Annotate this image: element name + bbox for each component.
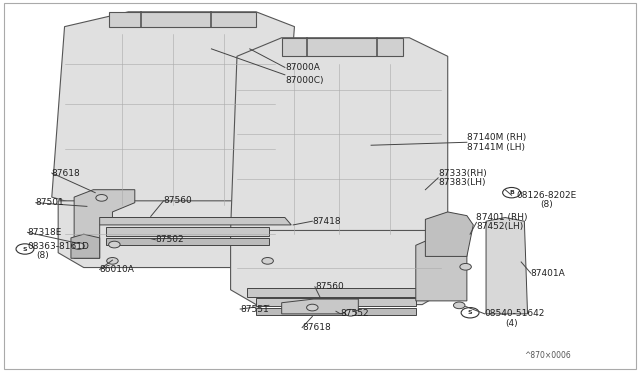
Circle shape [73,243,84,249]
Polygon shape [230,231,448,305]
Circle shape [307,304,318,311]
Text: 87401 (RH): 87401 (RH) [476,213,528,222]
Text: 87551: 87551 [240,305,269,314]
Circle shape [454,302,465,309]
Text: 87401A: 87401A [531,269,566,278]
Circle shape [460,263,471,270]
Polygon shape [282,299,358,314]
Polygon shape [71,234,100,258]
Text: S: S [22,247,28,251]
Polygon shape [93,218,291,225]
Circle shape [345,310,356,316]
Text: 87618: 87618 [302,323,331,332]
Text: 87383(LH): 87383(LH) [438,178,486,187]
Polygon shape [246,288,438,297]
Text: 87333(RH): 87333(RH) [438,169,487,177]
Polygon shape [230,38,448,241]
Text: 87501: 87501 [36,198,65,207]
Text: 87618: 87618 [52,169,81,177]
Text: 86010A: 86010A [100,265,134,274]
Text: 87000C): 87000C) [285,76,323,85]
Text: 87141M (LH): 87141M (LH) [467,142,525,151]
Polygon shape [74,190,135,258]
Text: ^870×0006: ^870×0006 [524,351,571,360]
Circle shape [262,257,273,264]
Text: 87452(LH): 87452(LH) [476,222,524,231]
Circle shape [109,241,120,248]
Text: (8): (8) [540,200,553,209]
Text: 08126-8202E: 08126-8202E [516,191,577,200]
Polygon shape [106,227,269,236]
Text: 87560: 87560 [164,196,192,205]
Circle shape [107,257,118,264]
Text: 87552: 87552 [340,310,369,318]
Text: S: S [468,310,472,315]
Polygon shape [58,201,282,267]
Text: 87560: 87560 [315,282,344,291]
Text: 87000A: 87000A [285,63,320,72]
Text: 08540-51642: 08540-51642 [484,310,545,318]
Text: 87318E: 87318E [28,228,62,237]
Polygon shape [52,12,294,208]
Text: B: B [509,190,514,195]
Polygon shape [256,298,416,307]
Text: 87140M (RH): 87140M (RH) [467,133,526,142]
Polygon shape [426,212,473,256]
Circle shape [96,195,108,201]
Polygon shape [106,238,269,245]
Text: (4): (4) [505,319,518,328]
Polygon shape [416,240,467,301]
Text: 87502: 87502 [156,235,184,244]
Polygon shape [109,12,256,27]
Text: 87418: 87418 [312,217,341,226]
Polygon shape [282,38,403,56]
Text: (8): (8) [36,251,49,260]
Text: 08363-8161D: 08363-8161D [28,241,90,250]
Polygon shape [486,218,527,314]
Polygon shape [256,308,416,315]
